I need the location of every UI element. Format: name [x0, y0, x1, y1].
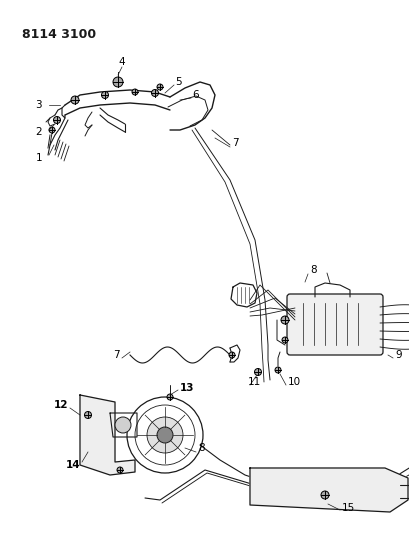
Ellipse shape — [157, 84, 163, 90]
Ellipse shape — [166, 394, 173, 400]
Text: 5: 5 — [175, 77, 181, 87]
Ellipse shape — [71, 96, 79, 104]
Ellipse shape — [254, 368, 261, 376]
Ellipse shape — [151, 90, 158, 96]
Text: 2: 2 — [35, 127, 42, 137]
Ellipse shape — [157, 427, 173, 443]
Text: 13: 13 — [180, 383, 194, 393]
Ellipse shape — [320, 491, 328, 499]
Ellipse shape — [117, 467, 123, 473]
Text: 6: 6 — [191, 90, 198, 100]
Ellipse shape — [115, 417, 131, 433]
Ellipse shape — [229, 352, 234, 358]
Ellipse shape — [127, 397, 202, 473]
Ellipse shape — [132, 89, 138, 95]
Ellipse shape — [280, 316, 288, 324]
Text: 8: 8 — [198, 443, 204, 453]
Text: 4: 4 — [118, 57, 125, 67]
Text: 12: 12 — [53, 400, 68, 410]
Ellipse shape — [113, 77, 123, 87]
Text: 14: 14 — [65, 460, 80, 470]
Text: 1: 1 — [35, 153, 42, 163]
Text: 15: 15 — [341, 503, 354, 513]
Text: 3: 3 — [35, 100, 42, 110]
Ellipse shape — [101, 92, 108, 99]
Polygon shape — [80, 395, 135, 475]
Ellipse shape — [49, 127, 55, 133]
Text: 7: 7 — [113, 350, 120, 360]
Text: 9: 9 — [394, 350, 401, 360]
Ellipse shape — [281, 337, 287, 343]
Text: 8114 3100: 8114 3100 — [22, 28, 96, 41]
FancyBboxPatch shape — [286, 294, 382, 355]
Ellipse shape — [274, 367, 280, 373]
Polygon shape — [249, 468, 407, 512]
Text: 8: 8 — [309, 265, 316, 275]
Text: 7: 7 — [231, 138, 238, 148]
Ellipse shape — [135, 405, 195, 465]
Ellipse shape — [147, 417, 182, 453]
Text: 11: 11 — [247, 377, 261, 387]
Ellipse shape — [53, 117, 61, 124]
Text: 10: 10 — [287, 377, 300, 387]
Ellipse shape — [84, 411, 91, 418]
